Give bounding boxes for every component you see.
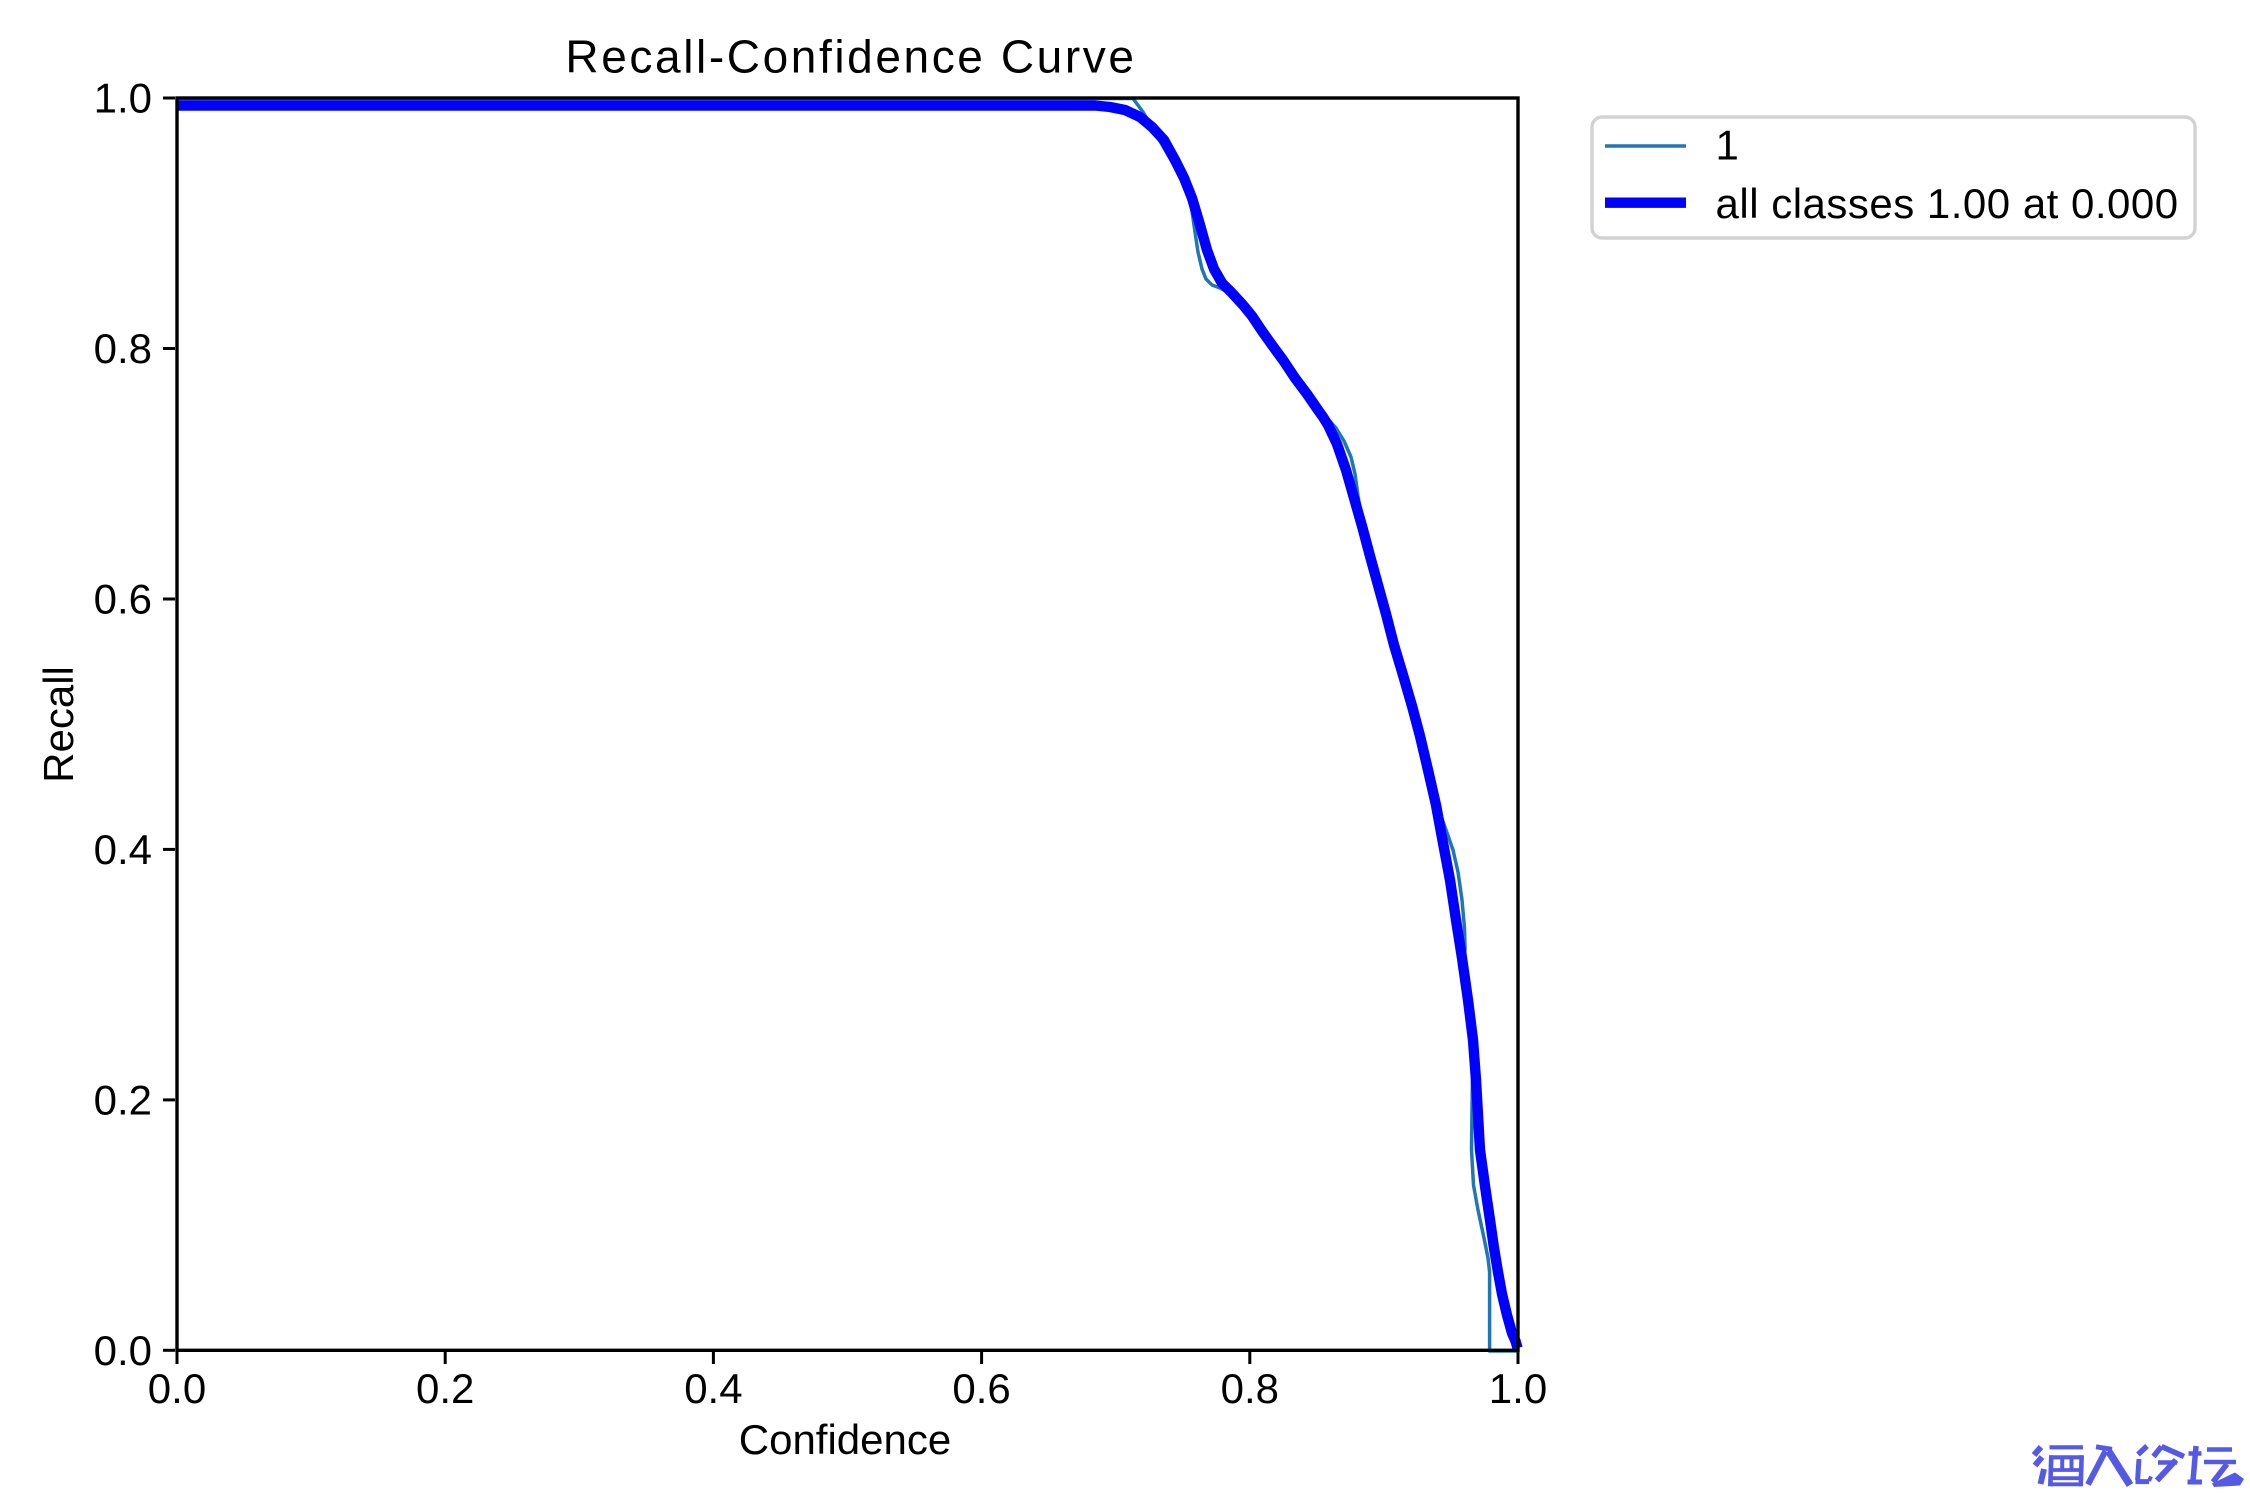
svg-text:0.0: 0.0: [148, 1365, 206, 1412]
svg-text:Recall-Confidence Curve: Recall-Confidence Curve: [565, 31, 1136, 83]
svg-text:0.6: 0.6: [952, 1365, 1010, 1412]
svg-text:0.8: 0.8: [1221, 1365, 1279, 1412]
svg-text:0.2: 0.2: [94, 1076, 152, 1123]
svg-text:0.4: 0.4: [684, 1365, 742, 1412]
svg-text:0.8: 0.8: [94, 325, 152, 372]
svg-text:Recall: Recall: [35, 666, 82, 783]
svg-text:0.2: 0.2: [416, 1365, 474, 1412]
svg-text:0.6: 0.6: [94, 576, 152, 623]
svg-text:all classes 1.00 at 0.000: all classes 1.00 at 0.000: [1716, 180, 2179, 227]
svg-text:1: 1: [1716, 122, 1739, 169]
svg-text:0.4: 0.4: [94, 826, 152, 873]
svg-text:0.0: 0.0: [94, 1327, 152, 1374]
svg-text:Confidence: Confidence: [739, 1416, 951, 1463]
svg-text:1.0: 1.0: [94, 75, 152, 122]
svg-text:1.0: 1.0: [1489, 1365, 1547, 1412]
